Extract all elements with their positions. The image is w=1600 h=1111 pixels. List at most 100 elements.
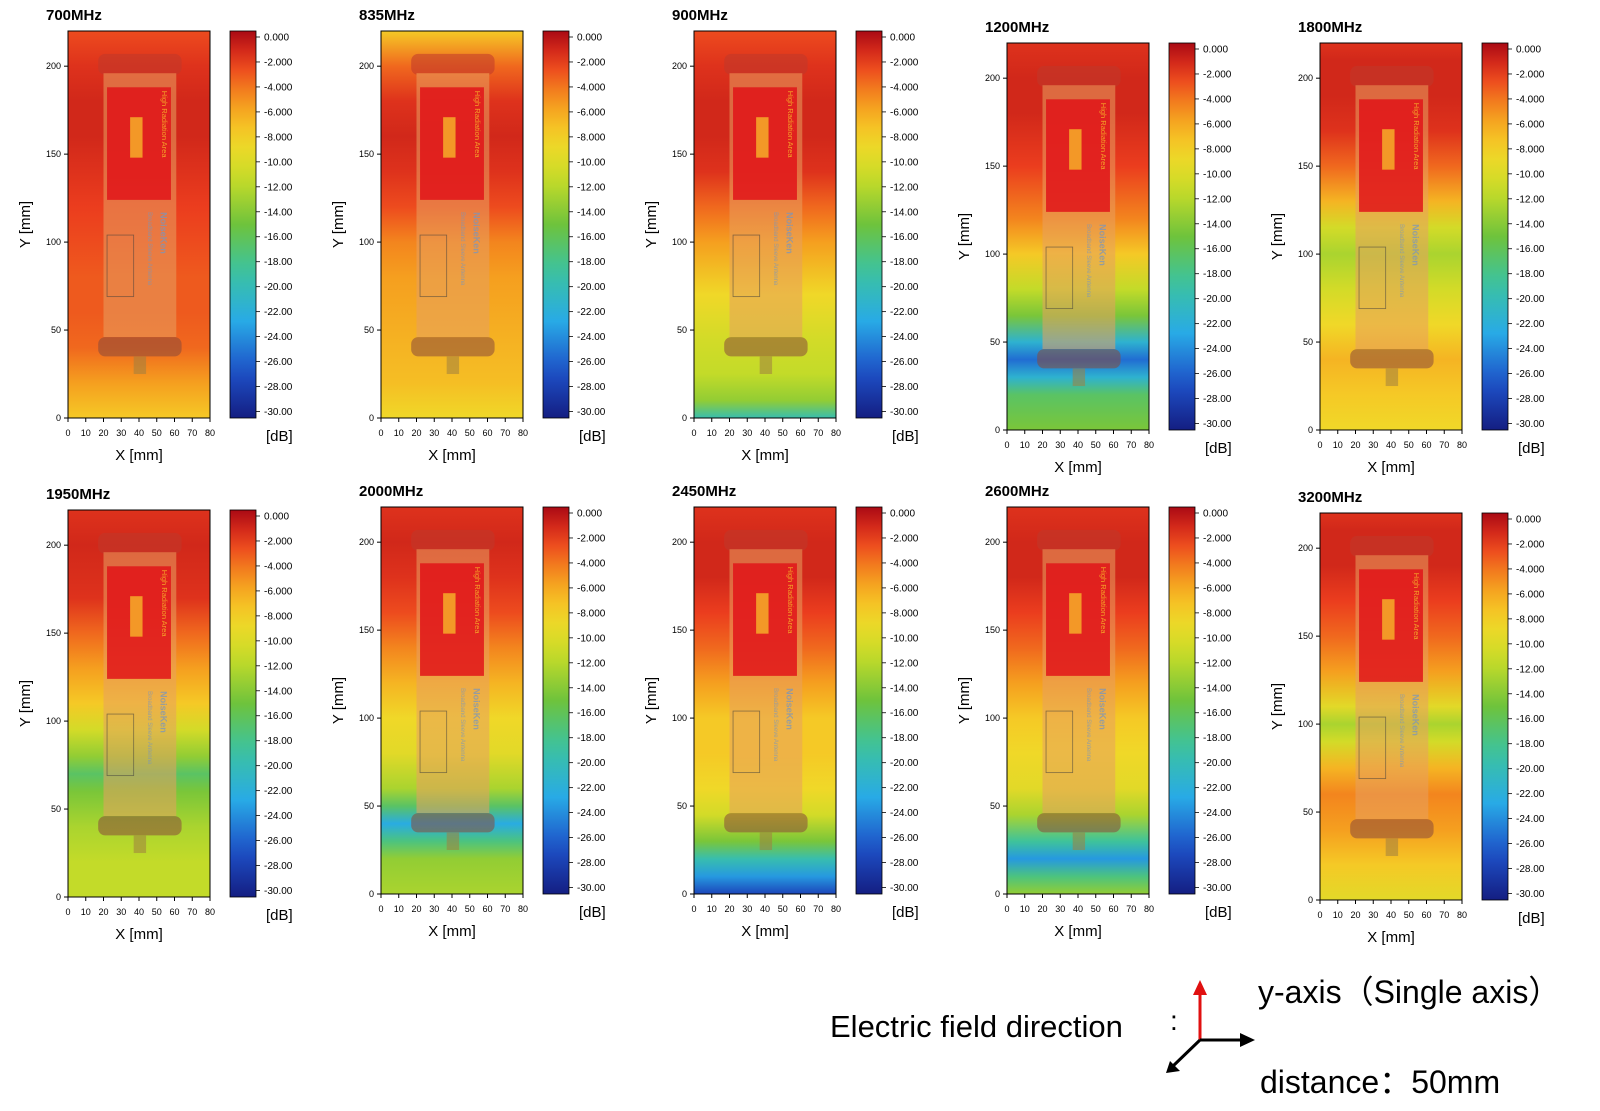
x-tick-label: 70 [187,907,197,917]
heatmap-panel: 700MHz High Radiation Area NoiseKen Broadba… [17,7,293,464]
field-direction-label: Electric field direction [830,1009,1123,1044]
x-tick-label: 0 [1317,910,1322,920]
x-tick-label: 0 [65,428,70,438]
x-tick-label: 50 [152,907,162,917]
y-tick-label: 200 [359,537,374,547]
colorbar-tick-label: 0.000 [1203,509,1228,520]
colorbar-tick-label: -6.000 [577,107,606,118]
colorbar-tick-label: -2.000 [577,533,606,544]
colorbar-tick-label: -22.00 [264,786,293,797]
colorbar-tick-label: -20.00 [1516,294,1545,305]
colorbar-tick-label: -4.000 [1516,94,1545,105]
y-tick-label: 100 [985,713,1000,723]
y-tick-label: 50 [990,801,1000,811]
y-tick-label: 0 [56,892,61,902]
colorbar-tick-label: -28.00 [264,382,293,393]
panel-title: 1800MHz [1298,19,1362,36]
colorbar-tick-label: -30.00 [1203,883,1232,894]
warning-text: High Radiation Area [1412,573,1421,641]
y-axis-label: Y [mm] [330,201,347,248]
colorbar-tick-label: 0.000 [264,512,289,523]
y-tick-label: 0 [369,889,374,899]
colorbar-tick-label: -14.00 [577,207,606,218]
colorbar-tick-label: -14.00 [1203,219,1232,230]
colorbar-tick-label: -16.00 [890,708,919,719]
y-tick-label: 200 [985,537,1000,547]
x-tick-label: 0 [691,428,696,438]
x-tick-label: 30 [1055,440,1065,450]
colorbar-tick-label: 0.000 [1516,515,1541,526]
colorbar-tick-label: -8.000 [1203,144,1232,155]
antenna-icon [1069,129,1082,170]
colorbar-tick-label: -10.00 [890,157,919,168]
x-tick-label: 70 [1126,904,1136,914]
x-tick-label: 20 [1037,904,1047,914]
colorbar-tick-label: -6.000 [890,583,919,594]
x-tick-label: 30 [1055,904,1065,914]
x-tick-label: 60 [1421,910,1431,920]
x-tick-label: 80 [1144,440,1154,450]
x-tick-label: 0 [691,904,696,914]
device-bottom-cap [98,816,182,836]
device-label: High Radiation Area NoiseKen Broadband Sle… [419,563,484,774]
y-tick-label: 50 [51,325,61,335]
colorbar-tick-label: -14.00 [577,683,606,694]
x-tick-label: 60 [795,428,805,438]
x-tick-label: 20 [724,904,734,914]
x-tick-label: 80 [831,428,841,438]
y-tick-label: 0 [1308,895,1313,905]
colorbar-tick-label: -10.00 [264,157,293,168]
x-tick-label: 10 [707,904,717,914]
brand-text: NoiseKen [471,688,481,730]
y-tick-label: 50 [364,325,374,335]
colorbar-tick-label: -12.00 [264,661,293,672]
device-label: High Radiation Area NoiseKen Broadband Sle… [1358,99,1423,310]
panel-title: 2600MHz [985,483,1049,500]
x-tick-label: 0 [1004,904,1009,914]
y-tick-label: 0 [682,413,687,423]
colorbar-tick-label: -30.00 [577,883,606,894]
spec-box [419,234,448,298]
y-tick-label: 100 [359,237,374,247]
heatmap-panel: 835MHz High Radiation Area NoiseKen Broadba… [330,7,606,464]
colorbar-tick-label: -18.00 [890,257,919,268]
device-bottom-cap [411,813,495,833]
colorbar [542,506,570,895]
colorbar-tick-label: 0.000 [1203,45,1228,56]
colorbar-tick-label: -30.00 [1516,889,1545,900]
y-tick-label: 0 [56,413,61,423]
field-axis-label: y-axis（Single axis） [1258,974,1561,1010]
x-axis-label: X [mm] [428,447,476,464]
x-tick-label: 70 [500,904,510,914]
colorbar-tick-label: -18.00 [1203,733,1232,744]
device-top-cap [1037,529,1121,551]
x-tick-label: 70 [813,904,823,914]
colorbar-tick-label: -10.00 [1203,169,1232,180]
device-bottom-cap [98,337,182,357]
x-tick-label: 70 [1126,440,1136,450]
heatmap-panel: 3200MHz High Radiation Area NoiseKen Broadb… [1269,489,1545,946]
x-tick-label: 60 [482,904,492,914]
antenna-icon [1382,599,1395,640]
x-tick-label: 50 [465,904,475,914]
colorbar-tick-label: -10.00 [1516,169,1545,180]
brand-text: NoiseKen [158,691,168,733]
y-tick-label: 100 [672,237,687,247]
colorbar-tick-label: -12.00 [577,182,606,193]
x-axis-label: X [mm] [1054,459,1102,476]
y-tick-label: 200 [46,61,61,71]
spec-box [1045,710,1074,774]
y-tick-label: 50 [677,801,687,811]
colorbar-tick-label: -10.00 [577,633,606,644]
y-tick-label: 100 [672,713,687,723]
colorbar-tick-label: -4.000 [577,82,606,93]
colorbar-tick-label: -16.00 [1516,244,1545,255]
x-tick-label: 70 [1439,910,1449,920]
x-axis-label: X [mm] [741,447,789,464]
spec-box [732,234,761,298]
spec-box [1045,246,1074,310]
colorbar-tick-label: -24.00 [890,332,919,343]
panel-title: 1950MHz [46,486,110,503]
device-top-cap [411,53,495,75]
